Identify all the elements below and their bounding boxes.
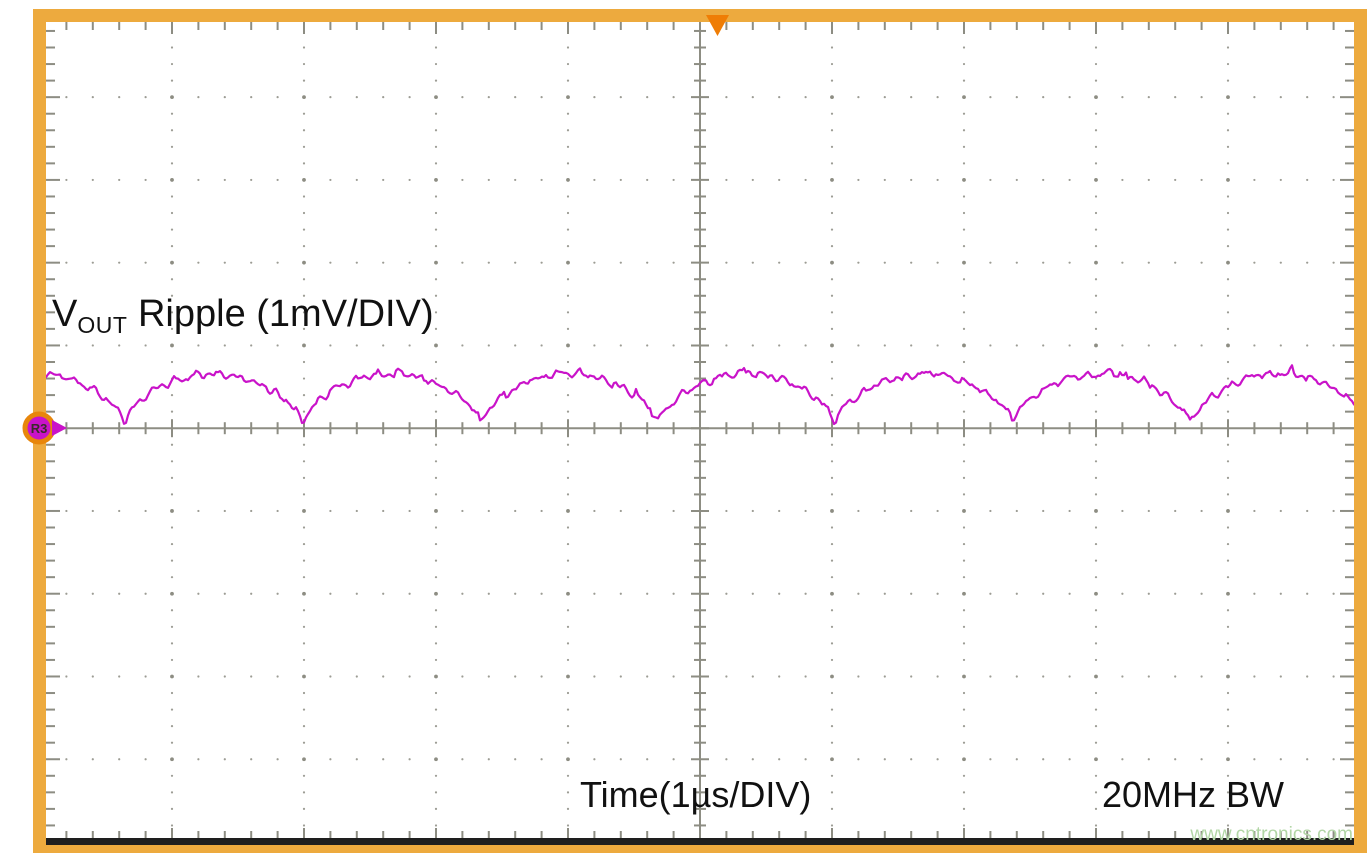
channel-label-rest: Ripple (1mV/DIV) xyxy=(127,293,434,335)
bottom-baseline-bar xyxy=(46,838,1354,845)
graticule-center-axes xyxy=(46,16,1354,838)
screen-border-bottom xyxy=(33,845,1367,853)
timebase-label: Time(1µs/DIV) xyxy=(580,774,812,815)
bandwidth-label: 20MHz BW xyxy=(1102,774,1285,815)
graticule-edge-ticks xyxy=(46,22,1354,838)
channel-label-subscript: OUT xyxy=(77,312,128,338)
graticule-dots xyxy=(65,29,1335,827)
channel-label-base: V xyxy=(52,293,78,335)
channel-label: VOUT Ripple (1mV/DIV) xyxy=(52,295,434,337)
trigger-position-marker xyxy=(706,15,729,36)
screen-border-top xyxy=(33,9,1367,22)
reference-marker-label: R3 xyxy=(31,421,48,436)
watermark-text: www.cntronics.com xyxy=(1190,824,1353,845)
reference-marker-r3: R3 xyxy=(22,411,67,445)
reference-marker-arrow-icon xyxy=(52,420,67,436)
screen-border-right xyxy=(1354,9,1367,853)
vout-ripple-trace xyxy=(44,364,1356,426)
